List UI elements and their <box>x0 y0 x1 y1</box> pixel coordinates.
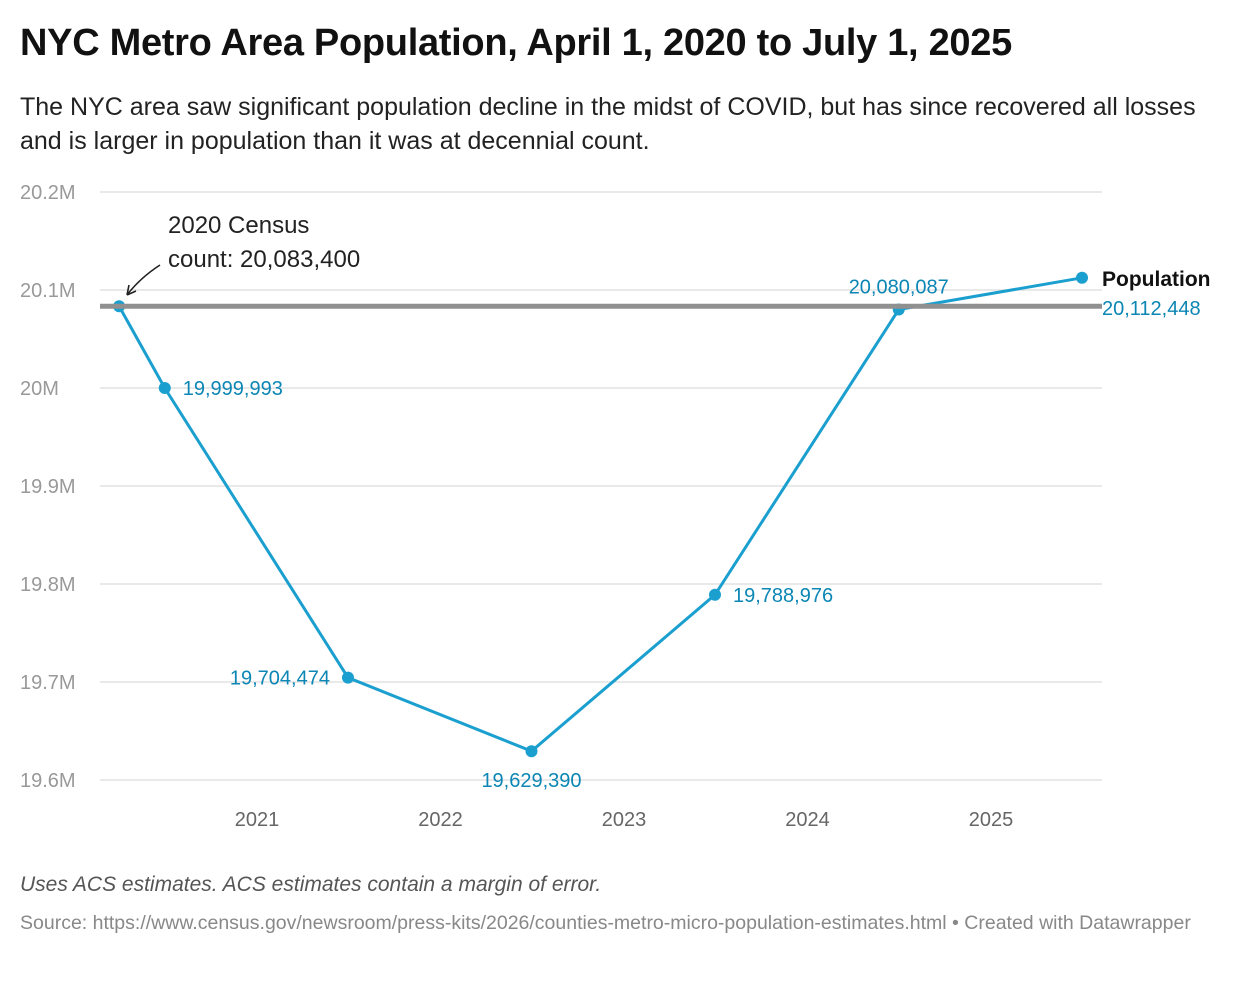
data-point <box>1075 271 1088 284</box>
data-point <box>158 382 171 395</box>
x-tick-label: 2022 <box>418 809 463 831</box>
y-tick-label: 20.2M <box>20 182 76 204</box>
annotation-arrow-icon <box>126 264 161 296</box>
data-point <box>341 671 354 684</box>
y-tick-label: 19.7M <box>20 672 76 694</box>
x-tick-label: 2021 <box>235 809 280 831</box>
x-tick-label: 2024 <box>785 809 830 831</box>
data-point <box>525 745 538 758</box>
annotation-line1: 2020 Census <box>168 212 309 239</box>
y-tick-label: 20M <box>20 378 59 400</box>
data-label: 19,999,993 <box>183 378 283 400</box>
y-tick-label: 19.6M <box>20 770 76 792</box>
data-label: 20,080,087 <box>849 277 949 299</box>
data-label: 19,629,390 <box>481 770 581 792</box>
y-tick-label: 20.1M <box>20 280 76 302</box>
data-label: 19,788,976 <box>733 585 833 607</box>
chart-subtitle: The NYC area saw significant population … <box>20 93 1196 155</box>
data-point <box>708 588 721 601</box>
line-chart: 20.2M 20.1M 20M 19.9M 19.8M 19.7M 19.6M 2021 202… <box>20 182 1211 831</box>
y-tick-label: 19.8M <box>20 574 76 596</box>
data-label: 20,112,448 <box>1102 298 1201 320</box>
annotation-line2: count: 20,083,400 <box>168 246 360 273</box>
series-name-label: Population <box>1102 268 1211 291</box>
data-label: 19,704,474 <box>230 668 330 690</box>
chart-title: NYC Metro Area Population, April 1, 2020… <box>20 22 1012 64</box>
y-tick-label: 19.9M <box>20 476 76 498</box>
x-tick-label: 2025 <box>969 809 1014 831</box>
chart-notes: Uses ACS estimates. ACS estimates contai… <box>20 873 602 896</box>
x-tick-label: 2023 <box>602 809 647 831</box>
chart-source: Source: https://www.census.gov/newsroom/… <box>20 912 1191 934</box>
